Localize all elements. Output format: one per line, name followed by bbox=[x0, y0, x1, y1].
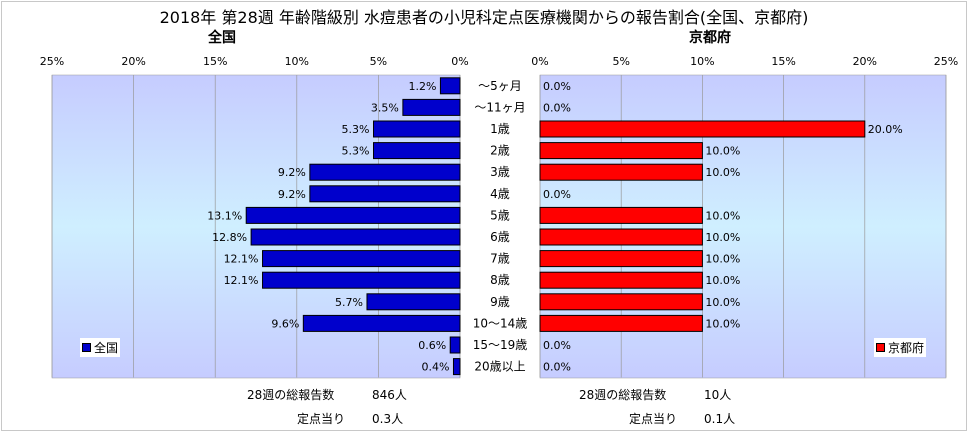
legend-swatch-zenkoku bbox=[82, 343, 91, 352]
left-data-label: 13.1% bbox=[207, 209, 242, 222]
left-panel-title: 全国 bbox=[208, 30, 236, 46]
category-label: 6歳 bbox=[490, 230, 510, 244]
category-label: 1歳 bbox=[490, 122, 510, 136]
left-data-label: 12.8% bbox=[212, 231, 247, 244]
left-bar bbox=[302, 314, 461, 332]
category-label: 4歳 bbox=[490, 187, 510, 201]
right-panel-title: 京都府 bbox=[689, 30, 731, 46]
right-data-label: 10.0% bbox=[705, 317, 740, 330]
left-data-label: 3.5% bbox=[371, 101, 399, 114]
category-label: 5歳 bbox=[490, 208, 510, 222]
category-label: ～5ヶ月 bbox=[478, 79, 522, 93]
left-tick-label: 25% bbox=[40, 55, 64, 68]
left-bar bbox=[402, 98, 461, 116]
right-data-label: 0.0% bbox=[543, 188, 571, 201]
right-data-label: 0.0% bbox=[543, 339, 571, 352]
left-data-label: 5.3% bbox=[342, 145, 370, 158]
left-bar bbox=[373, 142, 461, 160]
right-per-value: 0.1人 bbox=[704, 412, 736, 426]
right-total-label: 28週の総報告数 bbox=[579, 388, 667, 402]
right-bar bbox=[539, 314, 703, 332]
right-bar bbox=[539, 142, 703, 160]
right-data-label: 0.0% bbox=[543, 361, 571, 374]
category-label: 20歳以上 bbox=[474, 360, 525, 374]
left-bar bbox=[452, 358, 461, 376]
left-data-label: 0.4% bbox=[422, 361, 450, 374]
left-tick-label: 20% bbox=[121, 55, 145, 68]
right-bar bbox=[539, 206, 703, 224]
left-tick-label: 0% bbox=[451, 55, 468, 68]
right-data-label: 10.0% bbox=[705, 166, 740, 179]
left-data-label: 12.1% bbox=[224, 274, 259, 287]
left-per-value: 0.3人 bbox=[372, 412, 404, 426]
right-legend: 京都府 bbox=[874, 338, 927, 357]
right-bar bbox=[539, 293, 703, 311]
category-label: 9歳 bbox=[490, 295, 510, 309]
left-bar bbox=[449, 336, 461, 354]
left-data-label: 1.2% bbox=[408, 80, 436, 93]
right-bar bbox=[539, 163, 703, 181]
legend-swatch-kyoto bbox=[876, 343, 885, 352]
right-tick-label: 25% bbox=[934, 55, 958, 68]
left-data-label: 9.2% bbox=[278, 188, 306, 201]
category-label: 8歳 bbox=[490, 273, 510, 287]
right-data-label: 20.0% bbox=[868, 123, 903, 136]
left-bar bbox=[439, 77, 461, 95]
left-total-value: 846人 bbox=[372, 388, 407, 402]
category-label: 10～14歳 bbox=[473, 316, 528, 330]
right-data-label: 10.0% bbox=[705, 231, 740, 244]
category-label: 2歳 bbox=[490, 144, 510, 158]
category-label: 15～19歳 bbox=[473, 338, 528, 352]
right-data-label: 10.0% bbox=[705, 253, 740, 266]
right-bar bbox=[539, 271, 703, 289]
right-bar bbox=[539, 120, 866, 138]
left-bar bbox=[250, 228, 461, 246]
right-tick-label: 5% bbox=[612, 55, 629, 68]
left-data-label: 12.1% bbox=[224, 253, 259, 266]
left-bar bbox=[262, 271, 461, 289]
right-tick-label: 15% bbox=[771, 55, 795, 68]
left-tick-label: 5% bbox=[370, 55, 387, 68]
right-data-label: 10.0% bbox=[705, 296, 740, 309]
left-per-label: 定点当り bbox=[297, 412, 346, 426]
right-total-value: 10人 bbox=[704, 388, 732, 402]
right-data-label: 10.0% bbox=[705, 209, 740, 222]
left-data-label: 5.7% bbox=[335, 296, 363, 309]
left-plot-area bbox=[51, 74, 461, 379]
right-tick-label: 10% bbox=[690, 55, 714, 68]
left-data-label: 9.2% bbox=[278, 166, 306, 179]
left-tick-label: 15% bbox=[203, 55, 227, 68]
chart-title: 2018年 第28週 年齢階級別 水痘患者の小児科定点医療機関からの報告割合(全… bbox=[159, 8, 809, 27]
left-data-label: 0.6% bbox=[418, 339, 446, 352]
legend-label-zenkoku: 全国 bbox=[94, 341, 119, 355]
left-bar bbox=[366, 293, 461, 311]
category-label: ～11ヶ月 bbox=[474, 100, 525, 114]
category-label: 7歳 bbox=[490, 252, 510, 266]
left-bar bbox=[309, 185, 461, 203]
right-bar bbox=[539, 250, 703, 268]
left-bar bbox=[309, 163, 461, 181]
right-bar bbox=[539, 228, 703, 246]
right-tick-label: 20% bbox=[853, 55, 877, 68]
left-tick-label: 10% bbox=[285, 55, 309, 68]
right-data-label: 10.0% bbox=[705, 145, 740, 158]
right-data-label: 10.0% bbox=[705, 274, 740, 287]
left-bar bbox=[245, 206, 461, 224]
legend-label-kyoto: 京都府 bbox=[888, 341, 925, 355]
right-data-label: 0.0% bbox=[543, 80, 571, 93]
category-label: 3歳 bbox=[490, 165, 510, 179]
left-bar bbox=[262, 250, 461, 268]
left-bar bbox=[373, 120, 461, 138]
right-per-label: 定点当り bbox=[629, 412, 678, 426]
left-data-label: 9.6% bbox=[271, 317, 299, 330]
left-data-label: 5.3% bbox=[342, 123, 370, 136]
right-tick-label: 0% bbox=[531, 55, 548, 68]
right-data-label: 0.0% bbox=[543, 101, 571, 114]
right-plot-area bbox=[539, 74, 947, 379]
left-total-label: 28週の総報告数 bbox=[247, 388, 335, 402]
left-legend: 全国 bbox=[80, 338, 121, 357]
